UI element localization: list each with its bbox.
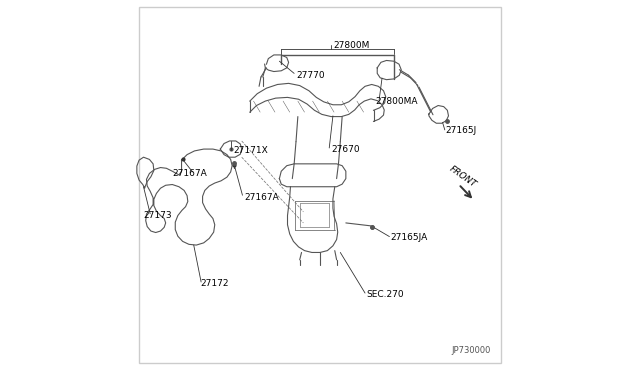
Text: 27800MA: 27800MA [376,97,418,106]
Text: FRONT: FRONT [447,164,477,189]
Text: 27173: 27173 [143,211,172,220]
Text: 27800M: 27800M [333,41,369,50]
Text: 27770: 27770 [296,71,324,80]
Text: 27165JA: 27165JA [390,233,428,242]
Text: JP730000: JP730000 [451,346,490,355]
Text: 27167A: 27167A [172,169,207,177]
Text: 27165J: 27165J [445,126,477,135]
Text: 27171X: 27171X [233,147,268,155]
Text: 27670: 27670 [331,145,360,154]
Text: 27172: 27172 [200,279,228,288]
Text: SEC.270: SEC.270 [366,291,404,299]
Text: 27167A: 27167A [244,193,279,202]
